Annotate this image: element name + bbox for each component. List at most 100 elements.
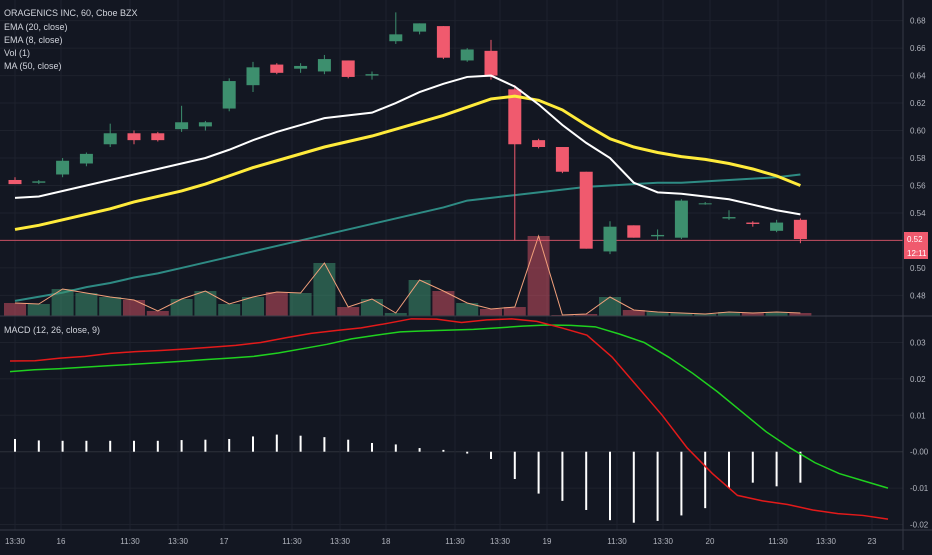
macd-histogram-bar <box>609 451 611 521</box>
volume-bar <box>670 313 693 316</box>
macd-tick-label: 0.02 <box>910 375 926 384</box>
macd-indicator-label[interactable]: MACD (12, 26, close, 9) <box>4 325 100 335</box>
candle-body <box>175 122 189 130</box>
macd-histogram-bar <box>204 439 207 452</box>
indicator-ema20-label[interactable]: EMA (20, close) <box>4 22 68 32</box>
candle-body <box>151 133 165 141</box>
time-tick-label: 23 <box>868 537 877 546</box>
macd-histogram-bar <box>775 451 778 487</box>
candle-body <box>341 60 355 77</box>
macd-histogram-bar <box>751 451 754 483</box>
macd-histogram-bar <box>466 451 469 454</box>
time-tick-label: 16 <box>57 537 66 546</box>
macd-histogram-bar <box>275 434 278 452</box>
macd-histogram-bar <box>704 451 707 509</box>
candle-body <box>365 74 379 76</box>
bar-countdown: 12:11 <box>907 249 927 258</box>
chart-legend: ORAGENICS INC, 60, Cboe BZX EMA (20, clo… <box>4 8 138 335</box>
candle-body <box>460 49 474 61</box>
symbol-title[interactable]: ORAGENICS INC, 60, Cboe BZX <box>4 8 138 18</box>
ema8-line <box>14 94 801 231</box>
volume-bar <box>456 303 479 316</box>
candle-body <box>698 203 712 205</box>
macd-histogram-bar <box>418 448 421 452</box>
volume-bar <box>622 310 645 316</box>
volume-bar <box>527 236 550 316</box>
candle-body <box>627 225 641 238</box>
macd-histogram-bar <box>14 438 16 452</box>
macd-histogram-bar <box>799 451 802 483</box>
volume-bar <box>194 291 217 316</box>
time-tick-label: 18 <box>382 537 391 546</box>
candle-body <box>56 160 70 175</box>
macd-histogram-bar <box>490 451 492 459</box>
price-tick-label: 0.56 <box>910 181 926 190</box>
candle-body <box>317 59 331 72</box>
indicator-ma50-label[interactable]: MA (50, close) <box>4 61 62 71</box>
volume-bar <box>503 307 526 316</box>
volume-bar <box>599 297 621 316</box>
macd-histogram-bar <box>252 436 254 452</box>
macd-histogram-bar <box>61 440 64 452</box>
time-tick-label: 13:30 <box>168 537 189 546</box>
candle-body <box>603 226 617 252</box>
indicator-volume-label[interactable]: Vol (1) <box>4 48 30 58</box>
time-tick-label: 11:30 <box>768 537 788 546</box>
macd-tick-label: -0.01 <box>910 484 929 493</box>
macd-histogram-bar <box>109 440 112 452</box>
macd-histogram-bar <box>156 440 159 452</box>
volume-bar <box>289 293 312 316</box>
time-tick-label: 17 <box>220 537 229 546</box>
volume-bar <box>27 304 50 316</box>
price-tick-label: 0.48 <box>910 291 926 300</box>
volume-ma-line <box>14 234 801 316</box>
volume-bar <box>75 293 98 316</box>
volume-bar <box>480 309 502 316</box>
ema20-line <box>14 74 801 216</box>
volume-bar <box>361 299 383 316</box>
candle-body <box>270 64 284 73</box>
volume-bar <box>123 300 145 316</box>
macd-signal-line <box>9 324 889 489</box>
candle-body <box>555 147 569 172</box>
price-tick-label: 0.62 <box>910 99 926 108</box>
macd-line <box>9 318 889 520</box>
last-price-value: 0.52 <box>907 235 923 244</box>
last-price-tag: 0.52 12:11 <box>904 232 928 259</box>
volume-bar <box>218 304 241 316</box>
volume-bar <box>408 280 431 316</box>
macd-histogram-bar <box>37 440 40 452</box>
candle-body <box>579 171 593 249</box>
macd-histogram-bar <box>299 435 302 452</box>
candle-body <box>389 34 403 42</box>
macd-histogram-bar <box>371 442 373 452</box>
volume-bar <box>384 313 407 316</box>
time-tick-label: 13:30 <box>330 537 351 546</box>
volume-bar <box>646 312 669 316</box>
candle-body <box>508 89 522 145</box>
volume-bar <box>432 291 455 316</box>
candle-body <box>8 179 22 185</box>
macd-histogram-bar <box>347 439 350 452</box>
volume-bar <box>242 297 264 316</box>
price-tick-label: 0.68 <box>910 17 926 26</box>
time-tick-label: 11:30 <box>120 537 140 546</box>
candle-body <box>127 133 141 141</box>
time-tick-label: 13:30 <box>5 537 26 546</box>
volume-bar <box>718 312 740 316</box>
macd-histogram-bar <box>561 451 564 501</box>
time-tick-label: 13:30 <box>653 537 674 546</box>
price-tick-label: 0.64 <box>910 72 926 81</box>
volume-bar <box>4 303 26 316</box>
candle-body <box>532 140 546 148</box>
price-tick-label: 0.66 <box>910 44 926 53</box>
time-tick-label: 11:30 <box>282 537 302 546</box>
volume-bar <box>265 292 288 316</box>
macd-histogram-bar <box>323 437 326 452</box>
macd-histogram-bar <box>394 444 397 452</box>
macd-histogram-bar <box>133 440 135 452</box>
indicator-ema8-label[interactable]: EMA (8, close) <box>4 35 63 45</box>
candle-body <box>484 50 498 76</box>
